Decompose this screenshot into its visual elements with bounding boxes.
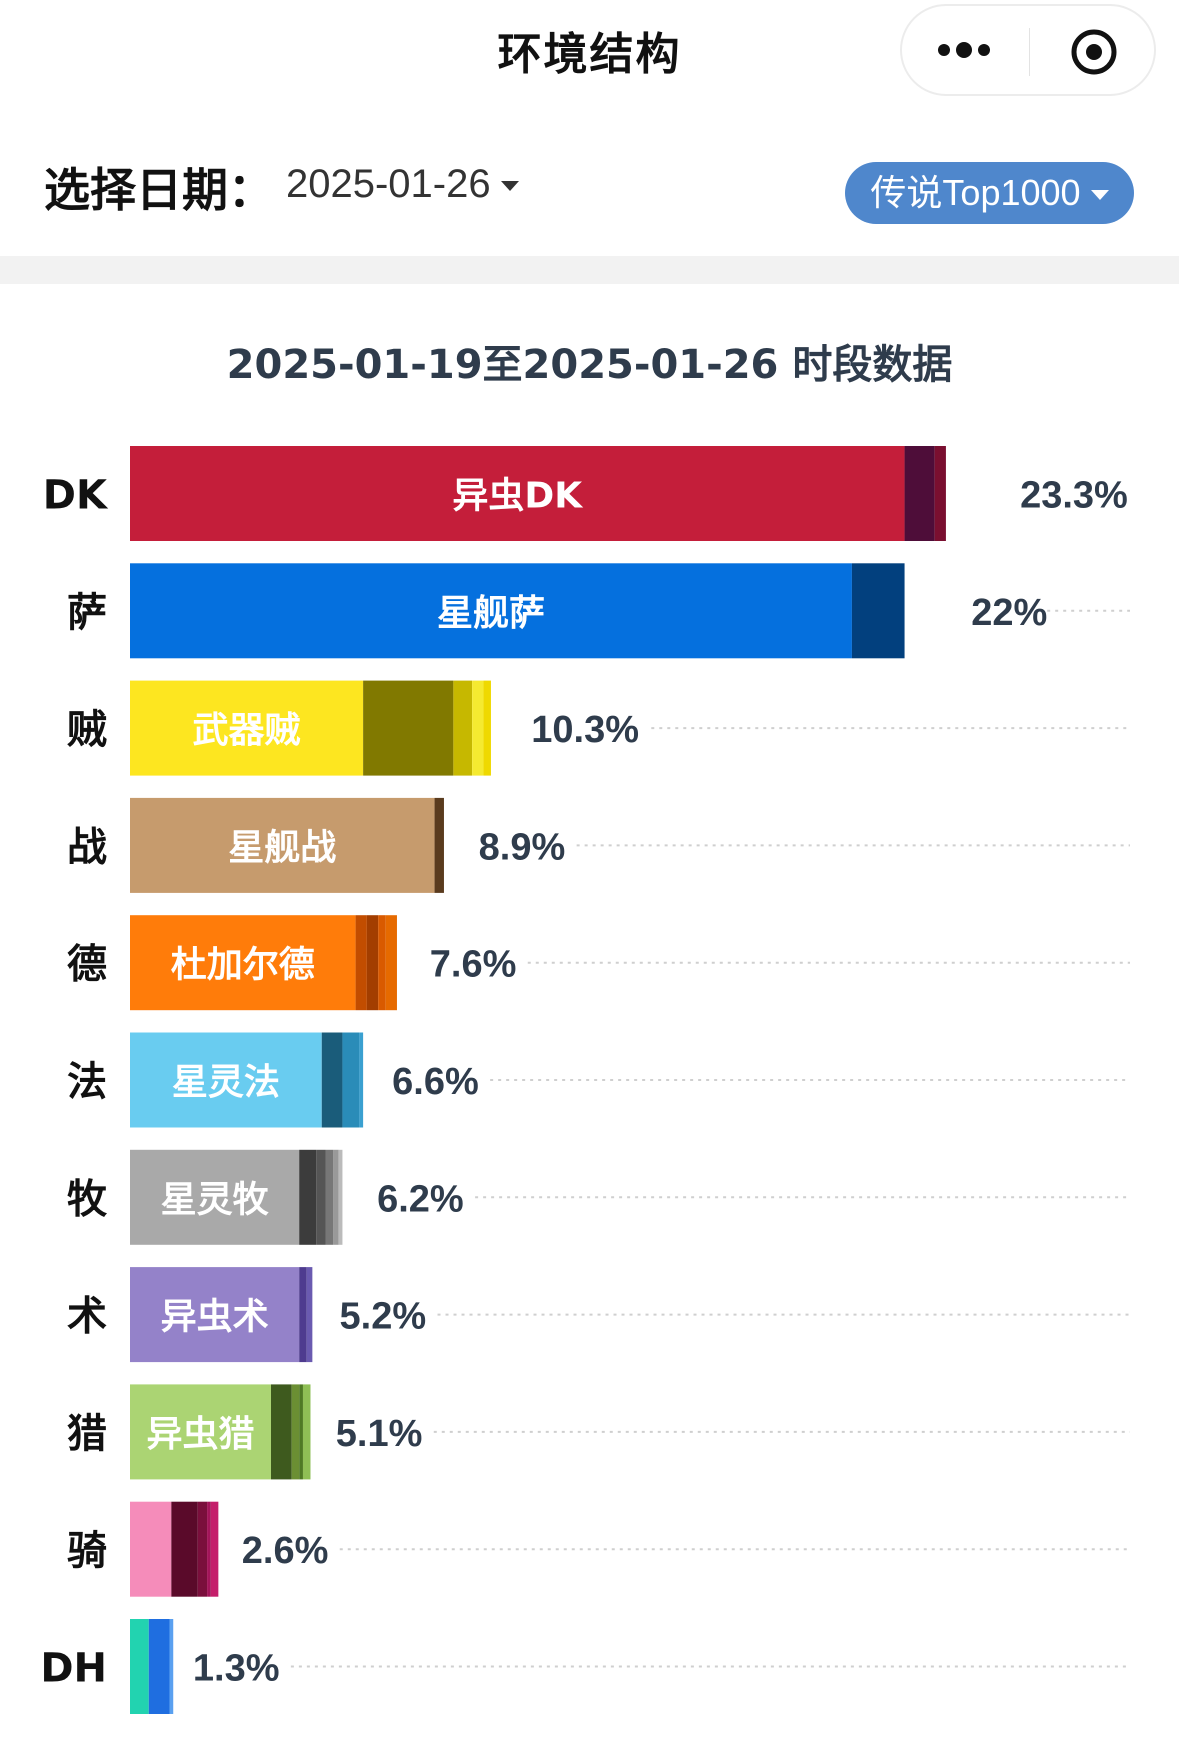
bar-value-label: 5.1%: [336, 1413, 423, 1455]
bar-value-label: 5.2%: [340, 1296, 427, 1338]
bar-segment: [130, 1032, 322, 1128]
bar-segment: [299, 1149, 317, 1245]
bar-segment: [207, 1501, 211, 1597]
segment-label: 异虫猎: [146, 1414, 254, 1455]
bar-segment: [130, 915, 356, 1011]
bar-value-label: 22%: [971, 592, 1047, 634]
segment-label: 武器贼: [193, 710, 301, 751]
date-label: 选择日期：: [44, 163, 274, 217]
category-label: 牧: [67, 1176, 108, 1222]
bar-segment: [171, 1501, 198, 1597]
bar-segment: [271, 1384, 292, 1480]
bar-segment: [453, 680, 473, 776]
bar-segment: [130, 446, 905, 541]
category-label: 贼: [67, 707, 107, 753]
category-label: 战: [67, 824, 107, 870]
class-share-chart: 23.3% DK 异虫DK 22% 萨 星舰萨 10.3% 贼 武器贼 8.9% 战 星舰战 7.6% 德…: [40, 446, 1130, 1714]
bar-segment: [130, 563, 852, 659]
bar-value-label: 1.3%: [193, 1648, 280, 1690]
bar-value-label: 23.3%: [1020, 475, 1128, 517]
bar-segment: [299, 1267, 307, 1363]
bar-segment: [169, 1619, 174, 1714]
date-select[interactable]: 2025-01-26: [286, 162, 519, 207]
bar-segment: [378, 915, 386, 1011]
top-bar: 环境结构: [0, 0, 1179, 110]
bar-segment: [130, 1501, 172, 1597]
chevron-down-icon: [1090, 190, 1109, 201]
bar-value-label: 6.6%: [392, 1061, 479, 1103]
category-label: DK: [43, 473, 109, 519]
mini-program-capsule: [900, 4, 1156, 96]
bar-segment: [333, 1149, 339, 1245]
bar-segment: [291, 1384, 300, 1480]
category-label: 术: [67, 1294, 107, 1340]
bar-value-label: 10.3%: [531, 709, 639, 751]
close-target-icon[interactable]: [1068, 26, 1120, 78]
chevron-down-icon: [500, 181, 519, 192]
bar-segment: [130, 797, 435, 893]
bar-segment: [904, 446, 935, 541]
bar-segment: [483, 680, 491, 776]
bar-segment: [321, 1032, 343, 1128]
bar-segment: [197, 1501, 208, 1597]
period-title: 2025-01-19至2025-01-26 时段数据: [226, 342, 953, 388]
bar-segment: [130, 680, 364, 776]
filter-bar: 选择日期： 2025-01-26 传说Top1000: [0, 110, 1179, 256]
bar-segment: [851, 563, 905, 659]
segment-label: 异虫术: [161, 1297, 269, 1338]
bar-segment: [342, 1032, 360, 1128]
category-label: 猎: [67, 1411, 107, 1457]
bar-segment: [363, 680, 454, 776]
category-label: 萨: [67, 590, 107, 636]
bar-segment: [130, 1619, 149, 1714]
bar-segment: [130, 1384, 271, 1480]
segment-label: 星灵牧: [161, 1179, 270, 1220]
bar-segment: [338, 1149, 343, 1245]
bar-segment: [306, 1267, 313, 1363]
segment-label: 星灵法: [172, 1062, 280, 1103]
rank-filter-button[interactable]: 传说Top1000: [845, 162, 1134, 224]
bar-segment: [434, 797, 444, 893]
bar-segment: [299, 1384, 303, 1480]
bar-value-label: 8.9%: [479, 826, 566, 868]
bar-segment: [148, 1619, 170, 1714]
segment-label: 杜加尔德: [171, 945, 315, 986]
segment-label: 星舰战: [228, 827, 336, 868]
bar-value-label: 6.2%: [377, 1178, 464, 1220]
bar-segment: [210, 1501, 219, 1597]
category-label: 德: [67, 942, 107, 988]
segment-label: 异虫DK: [452, 476, 583, 517]
page-title: 环境结构: [497, 29, 682, 80]
bar-segment: [934, 446, 946, 541]
bar-segment: [130, 1149, 300, 1245]
category-label: DH: [40, 1646, 107, 1692]
bar-segment: [472, 680, 484, 776]
bar-segment: [366, 915, 379, 1011]
category-label: 法: [67, 1059, 107, 1105]
section-divider: [0, 256, 1179, 284]
bar-segment: [316, 1149, 326, 1245]
bar-value-label: 2.6%: [242, 1530, 329, 1572]
bar-segment: [325, 1149, 334, 1245]
capsule-divider: [1029, 28, 1030, 76]
date-select-value: 2025-01-26: [286, 162, 491, 206]
segment-label: 星舰萨: [437, 593, 545, 634]
more-icon[interactable]: [938, 6, 994, 94]
bar-segment: [359, 1032, 364, 1128]
bar-value-label: 7.6%: [430, 944, 517, 986]
bar-segment: [130, 1267, 300, 1363]
bar-segment: [385, 915, 397, 1011]
rank-filter-label: 传说Top1000: [870, 172, 1081, 213]
bar-segment: [302, 1384, 311, 1480]
category-label: 骑: [67, 1528, 107, 1574]
bar-segment: [355, 915, 367, 1011]
